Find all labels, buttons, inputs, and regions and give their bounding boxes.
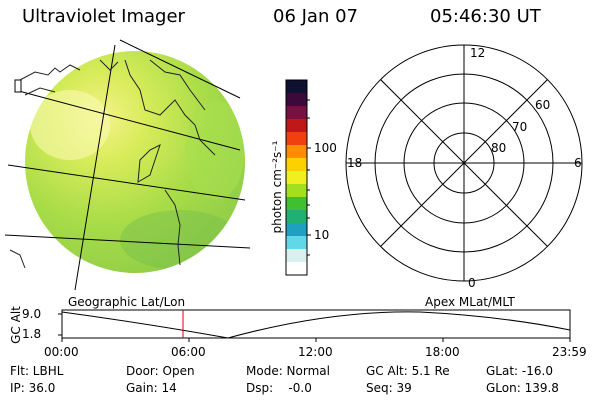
seq-info: Seq: 39 bbox=[366, 381, 412, 395]
geo-grid-lines bbox=[4, 39, 251, 291]
app-title: Ultraviolet Imager bbox=[22, 6, 185, 27]
mlat-label-80: 80 bbox=[491, 141, 507, 155]
altitude-ytick-1-8: 1.8 bbox=[22, 327, 42, 341]
colorbar-segment bbox=[286, 171, 307, 185]
mlat-label-70: 70 bbox=[512, 120, 528, 134]
colorbar-segment bbox=[286, 145, 307, 159]
altitude-xtick-0000: 00:00 bbox=[44, 345, 79, 359]
colorbar-segment bbox=[286, 80, 307, 94]
geographic-panel-label: Geographic Lat/Lon bbox=[68, 295, 186, 309]
colorbar-segment bbox=[286, 249, 307, 263]
colorbar-segment bbox=[286, 93, 307, 107]
coastline-lines bbox=[9, 59, 216, 269]
time-label: 05:46:30 UT bbox=[430, 6, 541, 27]
colorbar-segment bbox=[286, 262, 307, 276]
colorbar-unit-label: photon cm⁻²s⁻¹ bbox=[270, 140, 284, 234]
altitude-xtick-1800: 18:00 bbox=[425, 345, 460, 359]
apex-panel-label: Apex MLat/MLT bbox=[425, 295, 515, 309]
gc-alt-info: GC Alt: 5.1 Re bbox=[366, 364, 450, 378]
gain-info: Gain: 14 bbox=[126, 381, 177, 395]
mlt-label-18: 18 bbox=[347, 156, 363, 170]
door-info: Door: Open bbox=[126, 364, 195, 378]
polar-grid bbox=[345, 44, 583, 282]
mode-info: Mode: Normal bbox=[246, 364, 330, 378]
colorbar-segment bbox=[286, 158, 307, 172]
colorbar-tick-100: 100 bbox=[314, 141, 337, 155]
altitude-xtick-2359: 23:59 bbox=[552, 345, 587, 359]
altitude-xtick-0600: 06:00 bbox=[171, 345, 206, 359]
glat-info: GLat: -16.0 bbox=[486, 364, 553, 378]
altitude-ytick-9: 9.0 bbox=[22, 307, 42, 321]
ip-info: IP: 36.0 bbox=[10, 381, 56, 395]
filter-info: Flt: LBHL bbox=[10, 364, 64, 378]
colorbar-border bbox=[285, 79, 308, 276]
colorbar-segment bbox=[286, 184, 307, 198]
colorbar-segment bbox=[286, 197, 307, 211]
glon-info: GLon: 139.8 bbox=[486, 381, 559, 395]
mlt-label-12: 12 bbox=[470, 46, 486, 60]
colorbar-segment bbox=[286, 119, 307, 133]
mlt-label-0: 0 bbox=[468, 276, 476, 290]
dsp-info: Dsp: -0.0 bbox=[246, 381, 312, 395]
colorbar-segment bbox=[286, 236, 307, 250]
color-scale-bar bbox=[285, 79, 308, 276]
mlat-label-60: 60 bbox=[535, 98, 551, 112]
altitude-ylabel: GC Alt bbox=[9, 306, 23, 344]
colorbar-segment bbox=[286, 210, 307, 224]
altitude-xtick-1200: 12:00 bbox=[298, 345, 333, 359]
altitude-plot bbox=[58, 309, 571, 342]
date-label: 06 Jan 07 bbox=[273, 6, 358, 27]
colorbar-tick-10: 10 bbox=[314, 228, 330, 242]
colorbar-segment bbox=[286, 132, 307, 146]
colorbar-segment bbox=[286, 106, 307, 120]
mlt-label-6: 6 bbox=[574, 156, 582, 170]
colorbar-segment bbox=[286, 223, 307, 237]
